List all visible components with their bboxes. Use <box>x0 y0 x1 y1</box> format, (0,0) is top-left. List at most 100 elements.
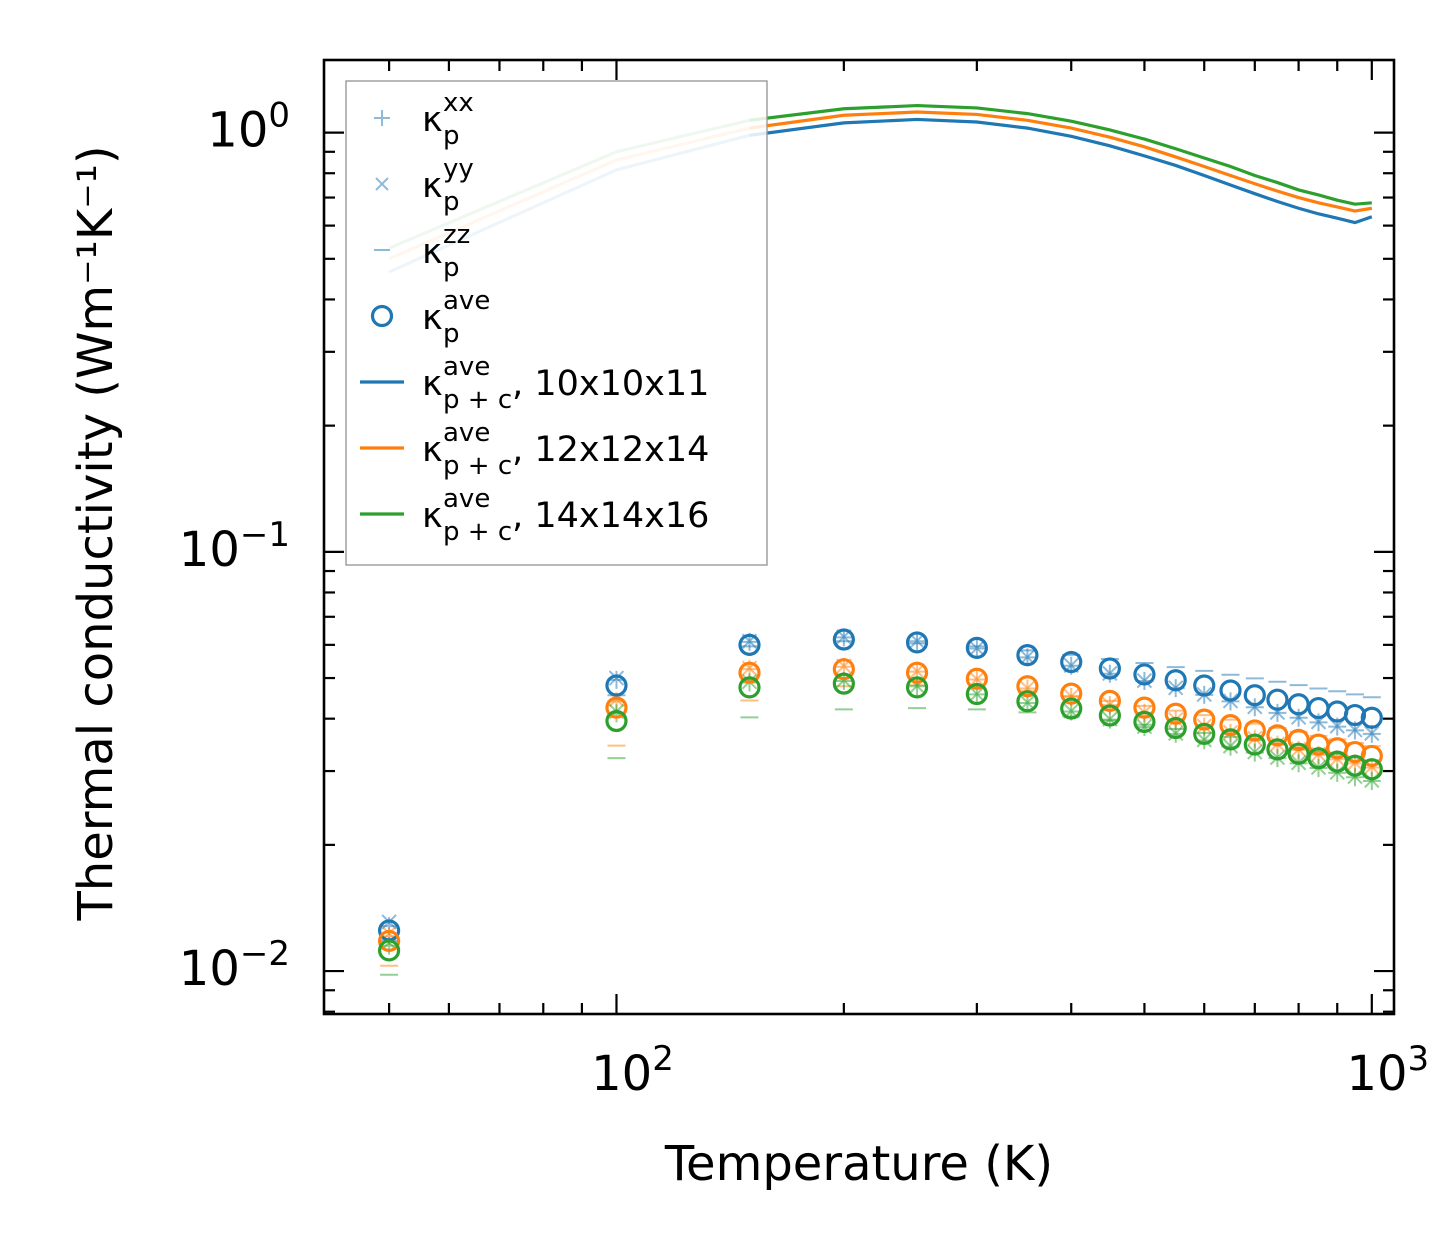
legend-label: κave p + c, 14x14x16 <box>422 484 709 547</box>
kave-point <box>1287 728 1310 751</box>
legend-box <box>345 80 768 566</box>
legend-sub: p <box>443 187 460 217</box>
kave-point <box>1164 716 1187 740</box>
tick-exponent: −1 <box>240 515 290 555</box>
x-b <box>1019 694 1036 711</box>
legend-label: κxx p <box>422 88 474 151</box>
legend-sup: ave <box>443 418 490 448</box>
kave-point <box>1343 703 1367 727</box>
x-tick-label: 103 <box>1346 1039 1429 1102</box>
x-b <box>1222 738 1239 754</box>
legend-sub: p + c <box>443 451 512 481</box>
x-tick-label: 102 <box>591 1039 674 1102</box>
legend-base: κ <box>422 364 443 404</box>
legend-handle-circle <box>370 304 394 328</box>
kave-point <box>905 631 929 654</box>
y-tick-label: 100 <box>207 96 290 159</box>
kave-point <box>1243 719 1266 742</box>
x-b <box>969 671 985 687</box>
kave-point <box>1360 758 1383 781</box>
x-b <box>1167 680 1184 696</box>
x-b <box>1347 722 1363 738</box>
kave-point <box>605 709 628 733</box>
kyy-point <box>909 633 925 649</box>
legend-sup: ave <box>443 484 490 514</box>
kave-point <box>832 628 855 651</box>
series-line-10x10x11 <box>749 117 1373 225</box>
legend-base: κ <box>422 166 443 206</box>
kave-point <box>1098 657 1121 680</box>
legend-sub: p <box>443 253 460 283</box>
kave-point <box>1219 728 1242 751</box>
kave-point <box>1098 689 1121 713</box>
series-line-14x14x16 <box>749 103 1372 206</box>
kyy-point <box>1136 672 1153 689</box>
kave-point <box>1016 675 1039 698</box>
kave-point <box>832 672 855 695</box>
tick-base: 10 <box>1346 1046 1407 1102</box>
kave-point <box>1266 688 1289 711</box>
kave-point <box>965 667 988 690</box>
y-tick-label: 10−1 <box>179 515 290 578</box>
legend-sub: p <box>443 121 460 151</box>
kyy-point <box>1196 718 1212 734</box>
kave-point <box>1016 644 1039 667</box>
tick-base: 10 <box>179 941 240 997</box>
kave-point <box>377 939 401 962</box>
kave-point <box>1193 674 1216 697</box>
kave-point <box>1060 682 1083 705</box>
kave-point <box>1243 684 1266 707</box>
axis-ticks <box>324 60 1394 1014</box>
kave-point <box>1360 706 1383 729</box>
kyy-point <box>909 663 925 679</box>
kave-point <box>832 658 855 681</box>
legend-sup: yy <box>443 154 474 184</box>
kave-point <box>1360 744 1383 768</box>
kyy-point <box>969 671 985 687</box>
kave-point <box>1133 710 1156 733</box>
x-b <box>608 670 625 686</box>
x-axis-label: Temperature (K) <box>664 1136 1053 1192</box>
tick-exponent: 0 <box>268 96 290 136</box>
kyy-point <box>969 686 985 702</box>
kyy-point <box>1247 744 1263 760</box>
kave-point <box>1164 669 1187 692</box>
kyy-point <box>1167 680 1184 696</box>
tick-base: 10 <box>207 103 268 159</box>
x-b <box>1364 725 1380 742</box>
x-b <box>375 177 389 191</box>
legend-base: κ <box>422 298 443 338</box>
legend-sub: p + c <box>443 517 512 547</box>
y-tick-label: 10−2 <box>179 934 290 997</box>
legend-handle-plus <box>374 110 390 126</box>
tick-exponent: −2 <box>240 934 290 974</box>
x-b <box>1196 732 1212 748</box>
kave-point <box>1016 690 1039 713</box>
kave-point <box>1060 650 1083 674</box>
legend-handle-x <box>375 177 389 191</box>
kyy-point <box>1196 732 1212 748</box>
kave-point <box>1287 742 1310 765</box>
legend-suffix: , 12x12x14 <box>512 430 709 470</box>
legend-sup: xx <box>443 88 474 118</box>
kave-point <box>1266 738 1289 761</box>
kyy-point <box>1019 694 1036 711</box>
kyy-point <box>1364 725 1380 742</box>
kave-point <box>905 661 929 684</box>
tick-base: 10 <box>179 522 240 578</box>
x-b <box>1136 672 1153 689</box>
plot-marks <box>377 103 1383 976</box>
kave-point <box>605 674 628 697</box>
legend-sub: p <box>443 319 460 349</box>
x-b <box>1196 718 1212 734</box>
kyy-point <box>1222 738 1239 754</box>
kyy-point <box>608 670 625 686</box>
legend-base: κ <box>422 232 443 272</box>
legend-sup: ave <box>443 286 490 316</box>
kave-point <box>1243 733 1266 756</box>
x-b <box>909 633 925 649</box>
x-b <box>969 686 985 702</box>
legend-label: κave p + c, 12x12x14 <box>422 418 709 481</box>
